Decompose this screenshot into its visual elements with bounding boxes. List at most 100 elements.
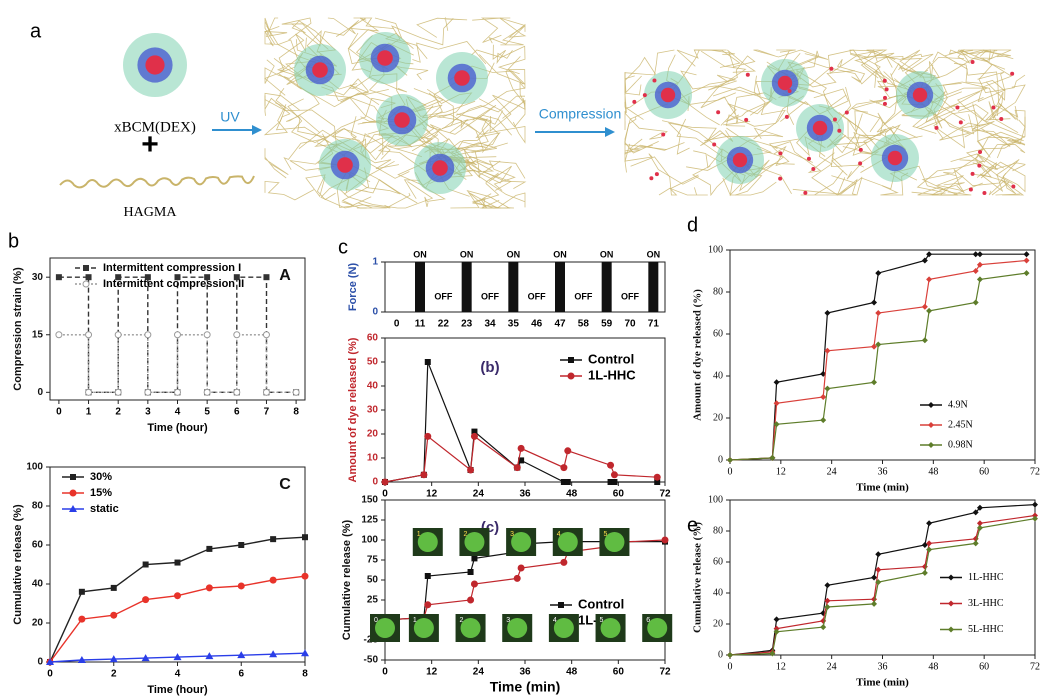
micelle-center [777, 75, 793, 91]
fiber [827, 49, 887, 82]
legend-marker [70, 474, 76, 480]
micrograph-cell [413, 618, 434, 638]
marker [921, 337, 928, 344]
marker [564, 479, 571, 485]
dye [778, 176, 783, 181]
marker [115, 274, 122, 281]
marker [110, 611, 118, 619]
value-label: ON [507, 249, 521, 259]
bar [555, 262, 565, 312]
marker [470, 432, 478, 440]
marker [301, 572, 309, 580]
marker [233, 331, 241, 339]
x-tick-label: 24 [473, 667, 485, 678]
fiber [704, 127, 784, 142]
marker [238, 542, 245, 548]
marker [824, 597, 831, 604]
fiber [624, 72, 642, 96]
micrograph-cell [507, 618, 528, 638]
x-tick-label: 22 [438, 319, 450, 330]
dye [778, 151, 783, 156]
dye [811, 167, 816, 172]
marker [513, 464, 521, 472]
x-tick-label: 36 [519, 489, 531, 500]
fiber [472, 17, 511, 43]
marker [875, 310, 882, 316]
x-tick-label: 0 [394, 319, 400, 330]
fiber [980, 161, 1026, 193]
micrograph-cell [647, 618, 668, 638]
marker [972, 251, 979, 258]
y-tick-label: 50 [367, 357, 379, 368]
fiber [624, 116, 667, 150]
fiber [977, 71, 1006, 101]
bar [415, 262, 425, 312]
fiber [488, 160, 526, 191]
marker [173, 653, 182, 661]
x-tick-label: 4 [175, 669, 181, 680]
marker [292, 388, 300, 396]
y-axis-label: Amount of dye released (%) [347, 337, 359, 482]
fiber [934, 87, 988, 107]
marker [206, 545, 213, 552]
marker [1023, 270, 1030, 277]
value-label: ON [600, 249, 614, 259]
legend-label: 1L-HHC [968, 572, 1004, 583]
x-axis-label: Time (min) [856, 482, 909, 494]
fiber [320, 174, 391, 209]
marker [270, 536, 277, 543]
legend-label: 0.98N [948, 439, 973, 450]
x-tick-label: 1 [86, 407, 92, 418]
legend-label: Control [578, 596, 624, 611]
fiber [263, 102, 288, 136]
x-tick-label: 0 [728, 466, 733, 477]
series-line [729, 272, 1027, 461]
fiber [768, 138, 799, 167]
marker [263, 274, 270, 281]
fiber [499, 17, 527, 38]
marker [262, 388, 270, 396]
micrograph-cell [375, 618, 395, 638]
dye [806, 156, 811, 161]
marker [109, 655, 118, 663]
x-tick-label: 48 [566, 667, 578, 678]
dye [661, 132, 666, 137]
panel-a-art [59, 16, 1026, 209]
x-tick-label: 24 [827, 661, 837, 672]
y-tick-label: 0 [37, 387, 43, 398]
marker [560, 479, 567, 485]
marker [174, 274, 181, 281]
fiber [712, 65, 789, 97]
marker [144, 388, 152, 396]
marker [302, 534, 308, 541]
x-tick-label: 48 [566, 489, 578, 500]
y-tick-label: 20 [713, 618, 723, 629]
dye [1010, 71, 1015, 76]
fiber [996, 119, 1026, 159]
marker [77, 656, 86, 664]
marker [513, 574, 521, 582]
plot-frame [384, 261, 666, 313]
fiber [488, 25, 526, 46]
marker [972, 299, 979, 306]
x-tick-label: 6 [238, 669, 244, 680]
fiber [264, 17, 288, 47]
value-label: ON [460, 249, 474, 259]
dye [970, 59, 975, 64]
fiber [355, 179, 418, 204]
value-label: OFF [528, 291, 546, 301]
x-tick-label: 2 [111, 669, 117, 680]
marker [972, 540, 979, 547]
x-tick-label: 72 [659, 667, 671, 678]
fiber [416, 16, 468, 38]
y-tick-label: 40 [32, 579, 44, 590]
plus-sign: + [141, 128, 159, 161]
marker [471, 428, 478, 435]
x-tick-label: 12 [776, 661, 786, 672]
micelle-center [432, 160, 448, 176]
fiber [780, 88, 849, 122]
marker [824, 310, 831, 316]
dye [955, 105, 960, 110]
marker [976, 276, 983, 283]
